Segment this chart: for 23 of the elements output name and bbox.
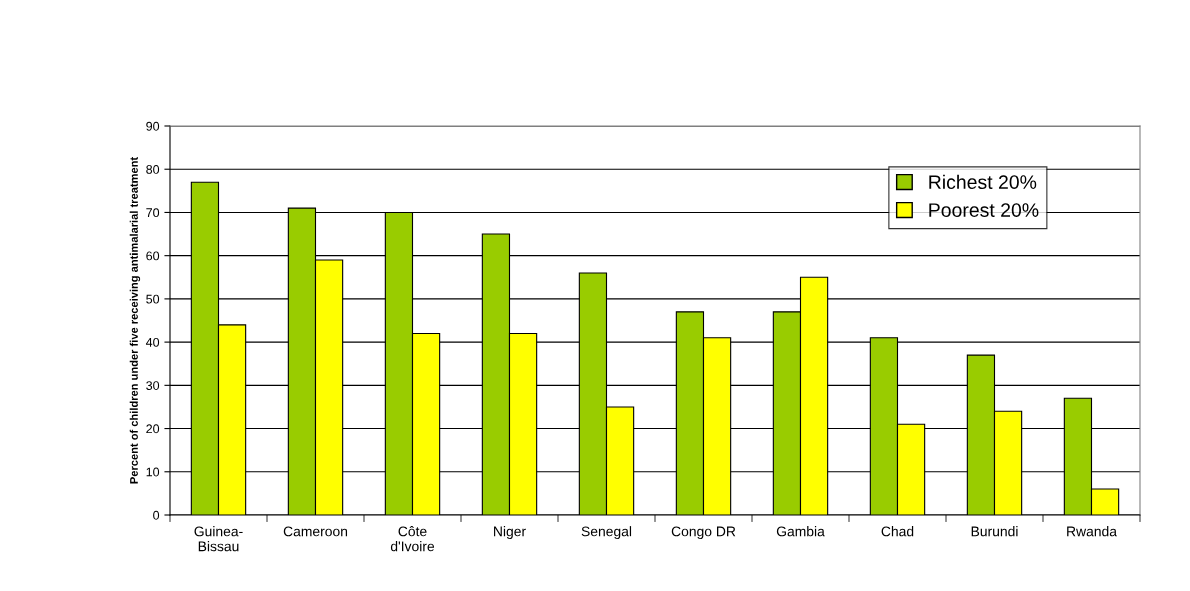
x-tick-label: Niger xyxy=(494,526,526,540)
x-tick-label: Gambia xyxy=(776,526,825,537)
y-tick-label: 10 xyxy=(146,467,160,477)
x-tick-label: Côte d'Ivoire xyxy=(390,526,435,552)
y-tick-label: 50 xyxy=(146,294,160,304)
y-axis-title: Percent of children under five receiving antimalarial treatment xyxy=(129,156,141,484)
x-tick-label: Rwanda xyxy=(1067,526,1117,537)
x-tick-label: Chad xyxy=(881,526,914,537)
y-tick-label: 40 xyxy=(145,337,160,347)
x-tick-label: Guinea- Bissau xyxy=(194,526,243,552)
x-tick-label: Cameroon xyxy=(283,526,348,537)
legend-label: Richest 20% xyxy=(929,174,1037,190)
y-tick-label: 20 xyxy=(146,424,160,434)
y-tick-label: 60 xyxy=(146,251,160,261)
x-tick-label: Senegal xyxy=(581,526,632,540)
legend-label: Poorest 20% xyxy=(929,203,1039,217)
y-tick-label: 30 xyxy=(146,381,160,390)
x-tick-label: Burundi xyxy=(971,526,1018,537)
y-tick-label: 90 xyxy=(146,121,160,131)
y-tick-label: 70 xyxy=(146,208,160,218)
x-tick-label: Congo DR xyxy=(671,526,736,540)
y-tick-label: 80 xyxy=(146,165,160,174)
y-tick-label: 0 xyxy=(153,510,160,520)
